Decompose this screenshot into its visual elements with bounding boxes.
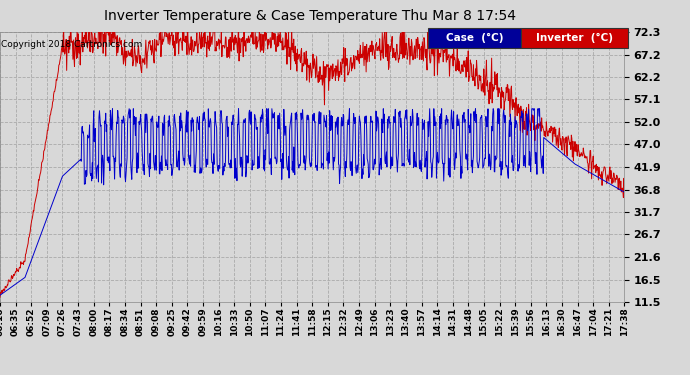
Text: Inverter  (°C): Inverter (°C) [536, 33, 613, 43]
Text: Copyright 2018 Cartronics.com: Copyright 2018 Cartronics.com [1, 40, 142, 49]
Text: Case  (°C): Case (°C) [446, 33, 503, 43]
Text: Inverter Temperature & Case Temperature Thu Mar 8 17:54: Inverter Temperature & Case Temperature … [104, 9, 517, 23]
